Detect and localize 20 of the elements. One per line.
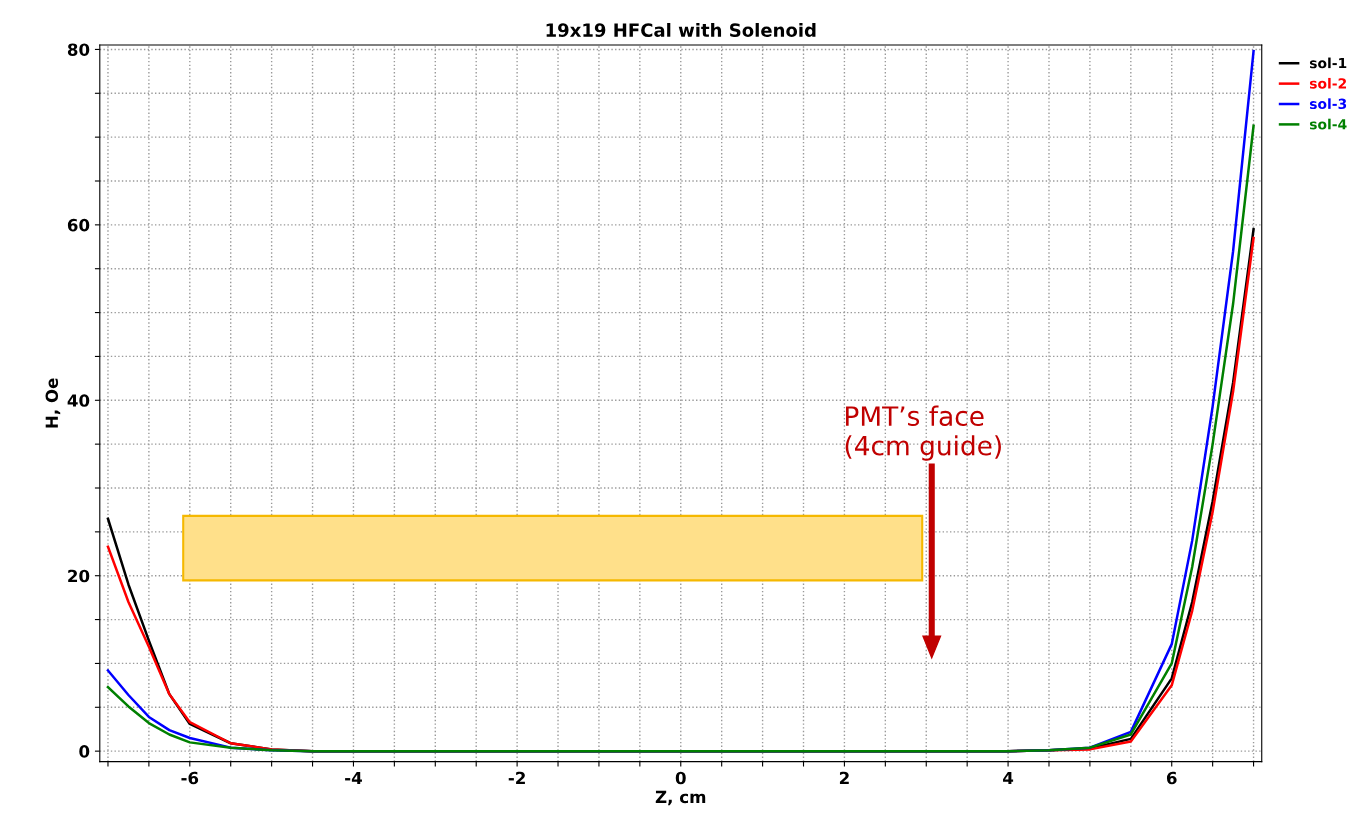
x-tick-label: -6 [181, 771, 199, 785]
y-tick-label: 20 [68, 569, 90, 583]
y-tick-label: 60 [67, 218, 90, 232]
annotation: PMT’s face (4cm guide) [845, 405, 1001, 461]
legend-label: sol-3 [1309, 98, 1347, 110]
legend-label: sol-1 [1309, 57, 1347, 69]
y-tick-label: 80 [67, 43, 90, 56]
y-tick-label: 40 [67, 394, 90, 407]
x-tick-label: 2 [839, 771, 849, 785]
legend-label: sol-4 [1309, 118, 1347, 130]
x-tick-label: 0 [675, 771, 686, 785]
x-tick-label: 4 [1003, 771, 1014, 785]
chart-title: 19x19 HFCal with Solenoid [546, 22, 816, 37]
legend-label: sol-2 [1309, 77, 1347, 89]
x-tick-label: -4 [345, 771, 362, 785]
y-tick-label: 0 [79, 745, 90, 758]
x-axis-title: Z, cm [655, 790, 706, 806]
x-tick-label: -2 [508, 771, 525, 785]
x-tick-label: 6 [1166, 771, 1177, 785]
y-axis-title: H, Oe [45, 378, 61, 428]
